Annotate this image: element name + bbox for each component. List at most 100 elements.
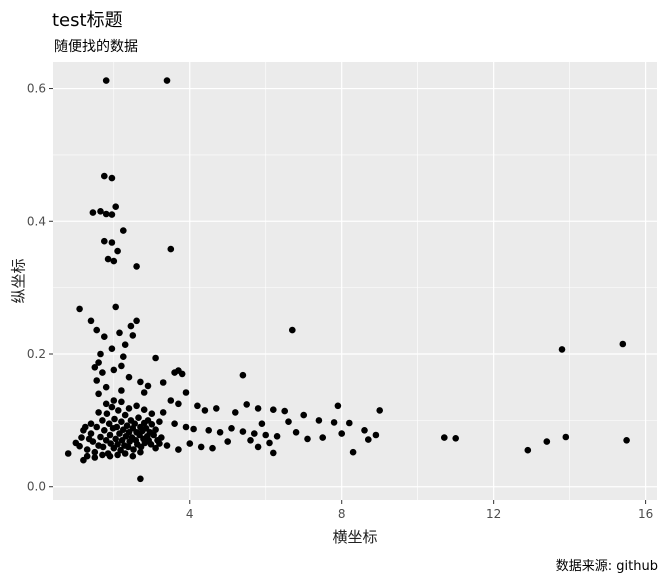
data-point xyxy=(243,401,250,408)
data-point xyxy=(190,425,197,433)
data-point xyxy=(224,438,231,445)
data-point xyxy=(106,452,114,460)
data-point xyxy=(114,451,121,459)
data-point xyxy=(524,446,532,454)
data-point xyxy=(441,434,448,441)
data-point xyxy=(106,431,114,439)
data-point xyxy=(182,423,190,431)
data-point xyxy=(147,441,155,448)
data-point xyxy=(292,429,300,436)
data-point xyxy=(103,410,111,418)
data-point xyxy=(120,227,127,234)
y-axis: 0.0 0.2 0.4 0.6 xyxy=(27,82,53,494)
data-point xyxy=(148,410,156,418)
y-axis-title: 纵坐标 xyxy=(9,258,27,303)
data-point xyxy=(121,341,129,349)
data-point xyxy=(330,419,338,426)
data-point xyxy=(99,443,107,451)
data-point xyxy=(108,345,116,353)
data-point xyxy=(150,431,157,439)
data-point xyxy=(338,430,346,437)
data-point xyxy=(266,439,273,447)
data-point xyxy=(270,449,277,457)
data-point xyxy=(239,428,247,435)
data-point xyxy=(270,406,277,414)
data-point xyxy=(108,239,116,246)
data-point xyxy=(101,427,108,434)
x-tick-label: 12 xyxy=(486,507,501,521)
data-point xyxy=(95,359,102,366)
data-point xyxy=(182,389,190,396)
chart-title: test标题 xyxy=(52,10,123,31)
data-point xyxy=(262,431,270,439)
data-point xyxy=(144,382,152,390)
data-point xyxy=(365,436,372,443)
data-point xyxy=(201,407,209,414)
data-point xyxy=(135,414,142,422)
data-point xyxy=(137,378,144,386)
data-point xyxy=(167,245,175,253)
chart-subtitle: 随便找的数据 xyxy=(54,39,138,55)
data-point xyxy=(76,442,83,450)
data-point xyxy=(346,419,353,427)
data-point xyxy=(247,437,254,444)
data-point xyxy=(163,442,171,449)
data-point xyxy=(159,379,167,386)
data-point xyxy=(129,452,137,460)
data-point xyxy=(452,435,460,442)
data-point xyxy=(167,397,175,404)
data-point xyxy=(95,409,102,416)
data-point xyxy=(118,362,125,370)
data-point xyxy=(78,434,85,441)
data-point xyxy=(121,450,129,457)
data-point xyxy=(87,317,95,325)
y-tick-label: 0.0 xyxy=(27,480,46,494)
data-point xyxy=(619,340,627,348)
data-point xyxy=(117,446,124,454)
data-point xyxy=(118,398,125,406)
data-point xyxy=(254,443,262,451)
data-point xyxy=(300,411,308,419)
data-point xyxy=(82,423,89,431)
data-point xyxy=(543,438,551,445)
data-point xyxy=(228,425,235,432)
data-point xyxy=(124,443,132,451)
data-point xyxy=(76,305,83,313)
data-point xyxy=(111,415,118,423)
data-point xyxy=(171,420,178,428)
data-point xyxy=(64,450,72,457)
data-point xyxy=(112,435,119,443)
data-point xyxy=(209,444,216,452)
data-point xyxy=(562,433,570,441)
data-point xyxy=(118,418,125,426)
data-point xyxy=(304,435,311,443)
data-point xyxy=(376,407,384,414)
data-point xyxy=(89,209,97,216)
data-point xyxy=(110,257,118,265)
data-point xyxy=(315,417,323,424)
data-point xyxy=(101,237,108,245)
data-point xyxy=(118,387,125,394)
data-point xyxy=(91,454,99,461)
data-point xyxy=(186,440,194,447)
x-tick-label: 16 xyxy=(638,507,653,521)
data-point xyxy=(372,431,380,439)
data-point xyxy=(104,255,112,263)
data-point xyxy=(110,366,118,374)
data-point xyxy=(130,446,137,453)
data-point xyxy=(108,211,116,218)
data-point xyxy=(83,446,91,453)
data-point xyxy=(558,346,566,353)
data-point xyxy=(87,430,95,437)
data-point xyxy=(133,263,140,270)
data-point xyxy=(140,406,148,414)
data-point xyxy=(91,448,99,456)
data-point xyxy=(361,427,368,434)
data-point xyxy=(97,208,104,215)
data-point xyxy=(102,210,110,218)
data-point xyxy=(137,475,144,483)
data-point xyxy=(102,383,110,391)
data-point xyxy=(114,247,121,255)
data-point xyxy=(115,407,122,414)
